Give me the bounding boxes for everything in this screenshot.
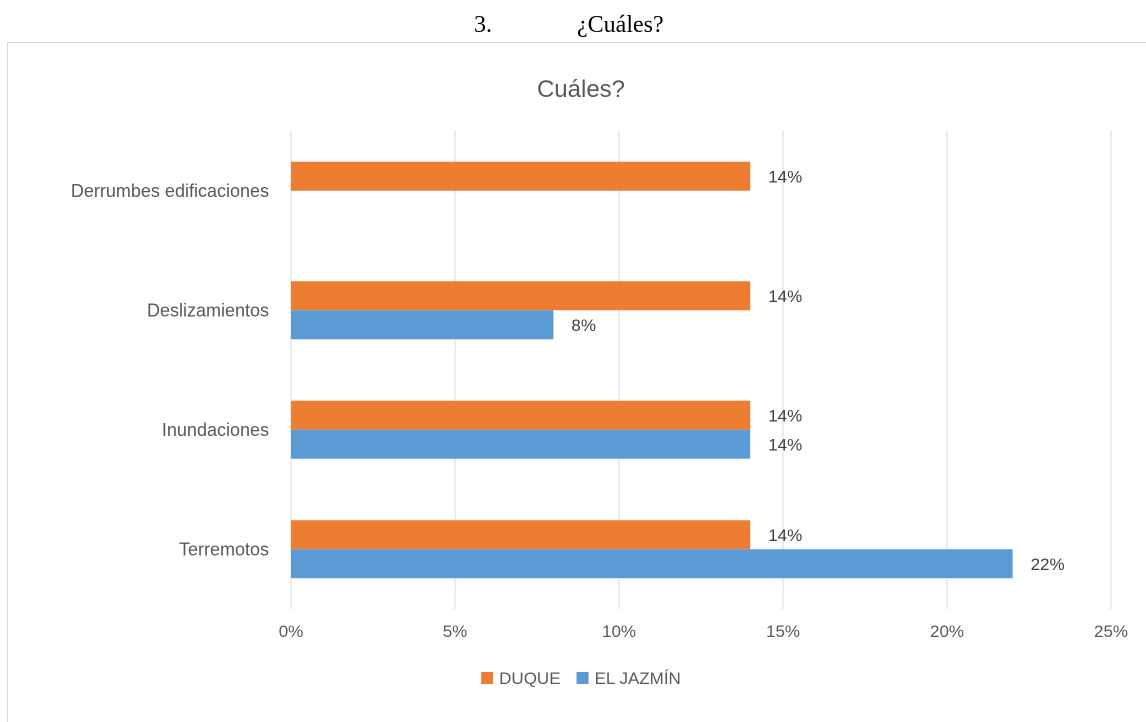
legend-label: DUQUE — [499, 669, 560, 688]
x-tick-label: 20% — [930, 622, 964, 641]
category-label: Derrumbes edificaciones — [71, 181, 269, 201]
chart-frame: Cuáles? 0% 5% 10% 15% 20% 25% Derrumbes edifica… — [7, 42, 1146, 722]
document-heading: 3. ¿Cuáles? — [0, 10, 1146, 44]
heading-number: 3. — [474, 12, 492, 38]
bar-duque — [291, 281, 751, 311]
x-tick-label: 5% — [443, 622, 468, 641]
category-label: Deslizamientos — [147, 300, 269, 320]
heading-question: ¿Cuáles? — [577, 12, 664, 38]
data-label: 22% — [1031, 555, 1065, 574]
data-label: 14% — [768, 435, 802, 454]
x-tick-label: 15% — [766, 622, 800, 641]
x-tick-label: 0% — [279, 622, 304, 641]
category-label: Terremotos — [179, 539, 269, 559]
bar-duque — [291, 400, 751, 430]
bar-el-jazmín — [291, 310, 554, 340]
x-tick-label: 10% — [602, 622, 636, 641]
data-label: 14% — [768, 406, 802, 425]
legend-swatch — [576, 672, 589, 684]
data-label: 14% — [768, 287, 802, 306]
bar-chart: Cuáles? 0% 5% 10% 15% 20% 25% Derrumbes edifica… — [71, 76, 1128, 688]
legend-swatch — [481, 672, 494, 684]
category-label: Inundaciones — [162, 420, 269, 440]
bar-el-jazmín — [291, 549, 1013, 579]
chart-title: Cuáles? — [537, 76, 625, 103]
bar-duque — [291, 520, 751, 550]
bar-el-jazmín — [291, 429, 751, 459]
data-label: 8% — [571, 316, 596, 335]
x-tick-label: 25% — [1094, 622, 1128, 641]
data-label: 14% — [768, 526, 802, 545]
legend-label: EL JAZMÍN — [595, 669, 681, 688]
bar-duque — [291, 161, 751, 191]
data-label: 14% — [768, 167, 802, 186]
